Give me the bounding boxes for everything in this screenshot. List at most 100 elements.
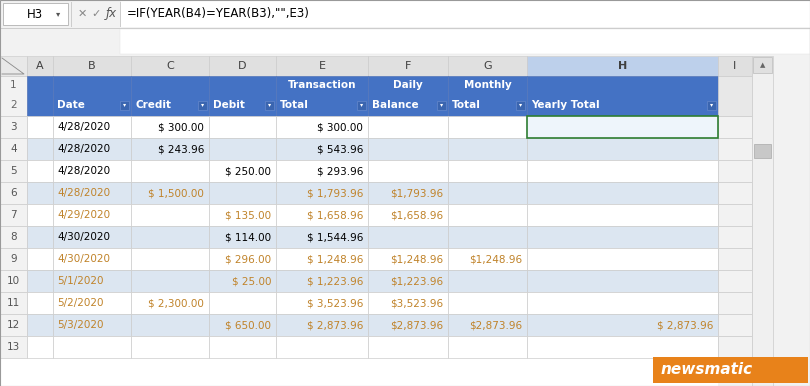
Text: 11: 11 — [6, 298, 20, 308]
Bar — [120, 100, 129, 110]
Text: 9: 9 — [11, 254, 17, 264]
Bar — [121, 1, 810, 27]
Text: D: D — [238, 61, 247, 71]
Bar — [276, 182, 368, 204]
Text: ▾: ▾ — [360, 103, 363, 107]
Bar — [357, 100, 366, 110]
Bar — [0, 160, 27, 182]
Bar — [53, 204, 131, 226]
Text: ▲: ▲ — [760, 62, 765, 68]
Text: H: H — [618, 61, 627, 71]
Bar — [448, 314, 527, 336]
Bar — [527, 160, 718, 182]
Bar — [209, 248, 276, 270]
Text: ✓: ✓ — [92, 9, 100, 19]
Bar — [754, 144, 771, 158]
Bar — [0, 248, 27, 270]
Bar — [27, 292, 53, 314]
Text: Total: Total — [280, 100, 309, 110]
Bar — [448, 56, 527, 76]
Bar — [276, 204, 368, 226]
Bar — [0, 56, 752, 386]
Bar — [368, 248, 448, 270]
Bar — [527, 116, 718, 138]
Text: 4/28/2020: 4/28/2020 — [57, 188, 110, 198]
Text: ✕: ✕ — [77, 9, 87, 19]
Bar — [53, 292, 131, 314]
Bar — [27, 56, 53, 76]
Text: 2: 2 — [11, 100, 17, 110]
Bar — [276, 138, 368, 160]
Bar — [0, 204, 27, 226]
Bar — [131, 270, 209, 292]
Bar — [0, 292, 27, 314]
Bar — [131, 138, 209, 160]
Bar — [368, 160, 448, 182]
Bar — [0, 270, 27, 292]
Text: $ 1,544.96: $ 1,544.96 — [307, 232, 363, 242]
Bar — [27, 138, 53, 160]
Bar — [131, 76, 209, 116]
Text: Credit: Credit — [135, 100, 171, 110]
Bar — [448, 204, 527, 226]
Bar — [53, 336, 131, 358]
Bar — [27, 336, 53, 358]
Bar — [209, 204, 276, 226]
Bar — [276, 314, 368, 336]
Bar — [0, 182, 27, 204]
Bar — [448, 270, 527, 292]
Bar — [448, 292, 527, 314]
Bar — [131, 116, 209, 138]
Bar — [209, 138, 276, 160]
Text: A: A — [36, 61, 44, 71]
Text: $ 250.00: $ 250.00 — [225, 166, 271, 176]
Bar — [718, 270, 752, 292]
Bar — [27, 270, 53, 292]
Bar — [368, 138, 448, 160]
Bar — [276, 248, 368, 270]
Bar — [718, 248, 752, 270]
Text: newsmatic: newsmatic — [661, 362, 753, 378]
Bar — [27, 76, 53, 116]
Text: $ 3,523.96: $ 3,523.96 — [307, 298, 363, 308]
Bar — [527, 248, 718, 270]
Text: F: F — [405, 61, 411, 71]
Text: $ 543.96: $ 543.96 — [317, 144, 363, 154]
Bar — [718, 160, 752, 182]
Text: $ 650.00: $ 650.00 — [225, 320, 271, 330]
Bar — [718, 182, 752, 204]
Bar — [516, 100, 525, 110]
Text: E: E — [318, 61, 326, 71]
Text: 8: 8 — [11, 232, 17, 242]
Text: =IF(YEAR(B4)=YEAR(B3),"",E3): =IF(YEAR(B4)=YEAR(B3),"",E3) — [127, 7, 310, 20]
Bar — [27, 116, 53, 138]
Bar — [276, 292, 368, 314]
Bar — [27, 204, 53, 226]
Bar — [527, 226, 718, 248]
Text: ▾: ▾ — [123, 103, 126, 107]
Text: $ 2,873.96: $ 2,873.96 — [307, 320, 363, 330]
Bar — [131, 56, 209, 76]
Text: $ 243.96: $ 243.96 — [158, 144, 204, 154]
Bar — [276, 226, 368, 248]
Text: 5/1/2020: 5/1/2020 — [57, 276, 104, 286]
Bar — [448, 336, 527, 358]
Bar — [653, 357, 808, 383]
Text: $ 1,500.00: $ 1,500.00 — [148, 188, 204, 198]
Text: 4/30/2020: 4/30/2020 — [57, 232, 110, 242]
Bar — [448, 116, 527, 138]
Text: 12: 12 — [6, 320, 20, 330]
Text: 4: 4 — [11, 144, 17, 154]
Text: 1: 1 — [11, 80, 17, 90]
Bar — [527, 204, 718, 226]
Text: 4/29/2020: 4/29/2020 — [57, 210, 110, 220]
Text: ▾: ▾ — [519, 103, 522, 107]
Bar — [131, 292, 209, 314]
Bar — [527, 182, 718, 204]
Text: $ 296.00: $ 296.00 — [225, 254, 271, 264]
Text: $3,523.96: $3,523.96 — [390, 298, 443, 308]
Bar — [0, 116, 27, 138]
Bar — [131, 182, 209, 204]
Bar — [0, 226, 27, 248]
Text: ▾: ▾ — [710, 103, 713, 107]
